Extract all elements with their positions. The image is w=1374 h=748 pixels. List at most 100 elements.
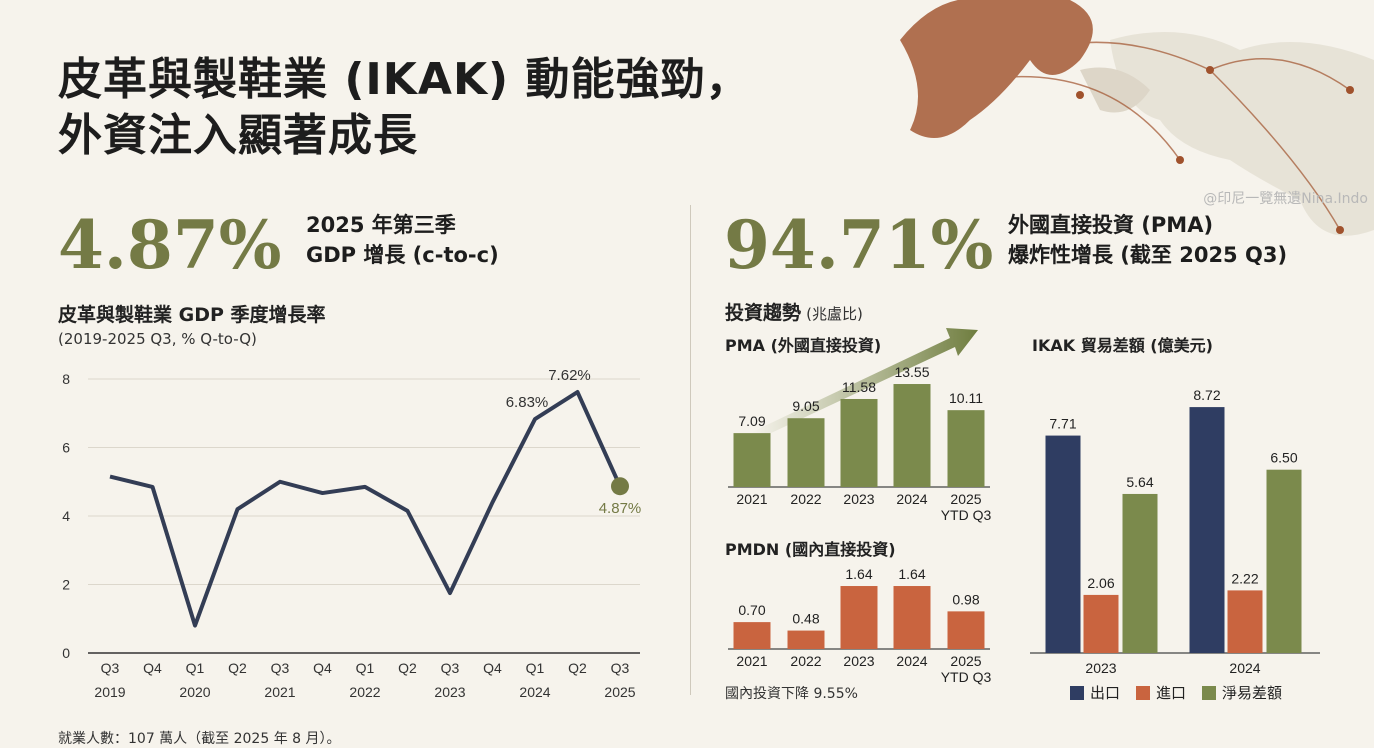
x-tick-label: Q4: [483, 660, 502, 676]
gdp-desc-1: 2025 年第三季: [306, 213, 456, 237]
x-tick-label: YTD Q3: [941, 507, 992, 523]
divider: [690, 205, 691, 695]
x-tick-label: Q4: [313, 660, 332, 676]
line-chart-title: 皮革與製鞋業 GDP 季度增長率: [58, 304, 326, 326]
pmdn-chart-title: PMDN (國內直接投資): [725, 540, 896, 559]
bar-value-label: 5.64: [1126, 474, 1153, 490]
bar: [1227, 590, 1263, 653]
x-tick-year: 2019: [94, 684, 125, 700]
x-tick-label: 2024: [896, 653, 927, 669]
x-tick-year: 2020: [179, 684, 210, 700]
bar-value-label: 0.70: [738, 602, 765, 618]
pma-growth-value: 94.71%: [724, 206, 994, 284]
x-tick-year: 2022: [349, 684, 380, 700]
line-chart-subtitle: (2019-2025 Q3, % Q-to-Q): [58, 330, 257, 348]
bar-value-label: 1.64: [845, 566, 872, 582]
bar: [787, 630, 825, 649]
x-tick-year: 2025: [604, 684, 635, 700]
y-tick-label: 4: [62, 508, 70, 524]
legend-item-net: 淨易差額: [1202, 682, 1282, 703]
x-tick-label: Q2: [568, 660, 587, 676]
legend-label: 進口: [1156, 684, 1187, 702]
legend-label: 淨易差額: [1222, 684, 1283, 702]
bar-value-label: 2.06: [1087, 575, 1114, 591]
watermark: @印尼一覽無遺Nina.Indo: [1203, 191, 1368, 207]
data-label: 4.87%: [599, 500, 642, 517]
invest-heading: 投資趨勢 (兆盧比): [725, 298, 863, 325]
latest-point-marker: [611, 477, 629, 496]
x-tick-label: Q2: [398, 660, 417, 676]
x-tick-label: Q1: [186, 660, 205, 676]
bar: [947, 611, 985, 649]
bar-value-label: 1.64: [898, 566, 925, 582]
bar-value-label: 9.05: [792, 398, 819, 414]
bar-value-label: 7.09: [738, 413, 765, 429]
legend-item-import: 進口: [1136, 682, 1186, 703]
bar-value-label: 8.72: [1193, 387, 1220, 403]
y-tick-label: 0: [62, 645, 70, 661]
x-tick-label: Q3: [611, 660, 630, 676]
pma-desc-2: 爆炸性增長 (截至 2025 Q3): [1008, 243, 1288, 267]
x-tick-label: Q1: [356, 660, 375, 676]
bar: [733, 622, 771, 649]
bar: [1083, 594, 1119, 653]
trade-chart-title: IKAK 貿易差額 (億美元): [1032, 336, 1213, 355]
pma-chart-title: PMA (外國直接投資): [725, 336, 882, 355]
pma-growth-desc: 外國直接投資 (PMA) 爆炸性增長 (截至 2025 Q3): [1008, 210, 1287, 270]
data-label: 7.62%: [548, 367, 591, 384]
bar: [1045, 435, 1081, 653]
x-tick-label: 2022: [790, 491, 821, 507]
invest-unit: (兆盧比): [806, 305, 863, 323]
trend-arrow-icon: [752, 328, 978, 440]
gdp-growth-desc: 2025 年第三季 GDP 增長 (c-to-c): [306, 210, 499, 270]
bar: [1189, 407, 1225, 653]
x-tick-year: 2023: [434, 684, 465, 700]
bar: [840, 398, 878, 487]
bar: [947, 410, 985, 487]
bar-value-label: 7.71: [1049, 416, 1076, 432]
x-tick-label: Q3: [271, 660, 290, 676]
x-tick-label: 2021: [736, 653, 767, 669]
title-line-2: 外資注入顯著成長: [58, 110, 418, 161]
x-tick-label: 2024: [896, 491, 927, 507]
x-tick-label: Q2: [228, 660, 247, 676]
pmdn-note: 國內投資下降 9.55%: [725, 686, 858, 702]
x-tick-label: 2023: [843, 491, 874, 507]
gdp-growth-value: 4.87%: [58, 206, 282, 284]
x-tick-label: Q1: [526, 660, 545, 676]
pma-desc-1: 外國直接投資 (PMA): [1008, 213, 1214, 237]
bar-value-label: 10.11: [949, 390, 983, 406]
x-tick-label: 2023: [1085, 660, 1116, 676]
gdp-desc-2: GDP 增長 (c-to-c): [306, 243, 499, 267]
x-tick-label: 2022: [790, 653, 821, 669]
bar: [1266, 469, 1302, 653]
bar: [1122, 493, 1158, 653]
gdp-series-line: [109, 390, 622, 628]
x-tick-year: 2021: [264, 684, 295, 700]
x-tick-label: Q4: [143, 660, 162, 676]
x-tick-label: Q3: [101, 660, 120, 676]
bar-value-label: 0.98: [952, 591, 979, 607]
page-title: 皮革與製鞋業 (IKAK) 動能強勁， 外資注入顯著成長: [58, 52, 750, 164]
y-tick-label: 8: [62, 371, 70, 387]
y-tick-label: 6: [62, 440, 70, 456]
bar: [893, 384, 931, 487]
x-tick-label: 2024: [1229, 660, 1260, 676]
bar: [893, 586, 931, 649]
x-tick-label: 2025: [950, 653, 981, 669]
bar: [787, 418, 825, 487]
x-tick-label: Q3: [441, 660, 460, 676]
x-tick-label: 2025: [950, 491, 981, 507]
footer-note: 就業人數：107 萬人（截至 2025 年 8 月）。: [58, 731, 341, 747]
bar-value-label: 2.22: [1231, 570, 1258, 586]
trade-legend: 出口 進口 淨易差額: [1070, 682, 1282, 703]
bar-value-label: 6.50: [1270, 450, 1297, 466]
x-tick-label: YTD Q3: [941, 669, 992, 685]
title-line-1: 皮革與製鞋業 (IKAK) 動能強勁，: [58, 54, 751, 105]
y-tick-label: 2: [62, 577, 70, 593]
legend-label: 出口: [1090, 684, 1121, 702]
world-map-decoration: [900, 0, 1374, 236]
bar: [840, 586, 878, 649]
data-label: 6.83%: [506, 394, 549, 411]
